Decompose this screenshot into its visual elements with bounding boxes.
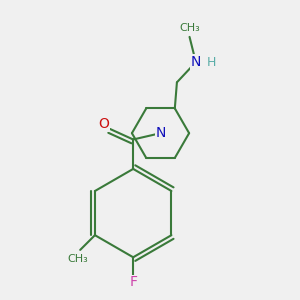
Text: CH₃: CH₃ — [68, 254, 88, 264]
Text: F: F — [129, 275, 137, 290]
Text: N: N — [191, 55, 201, 69]
Text: N: N — [155, 126, 166, 140]
Text: H: H — [207, 56, 217, 69]
Text: O: O — [98, 117, 109, 131]
Text: CH₃: CH₃ — [179, 22, 200, 33]
